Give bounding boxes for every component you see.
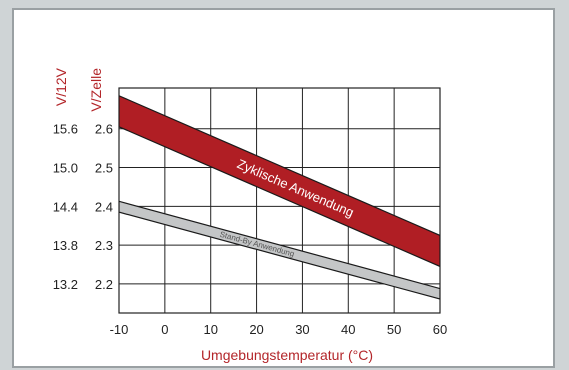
x-tick-label: 50 xyxy=(387,322,401,337)
x-tick-label: 60 xyxy=(433,322,447,337)
y-tick-label-v12: 13.2 xyxy=(53,277,78,292)
x-tick-label: 30 xyxy=(295,322,309,337)
chart-frame: V/12V V/Zelle Umgebungstemperatur (°C) Z… xyxy=(12,8,555,368)
x-tick-label: 40 xyxy=(341,322,355,337)
y-tick-label-v12: 13.8 xyxy=(53,238,78,253)
y-tick-label-cell: 2.3 xyxy=(95,238,113,253)
x-axis-label: Umgebungstemperatur (°C) xyxy=(201,347,373,363)
y-tick-label-cell: 2.6 xyxy=(95,122,113,137)
y-axis-label-cell: V/Zelle xyxy=(88,68,104,112)
plot-border xyxy=(118,87,441,314)
y-tick-label-cell: 2.5 xyxy=(95,161,113,176)
x-tick-label: -10 xyxy=(110,322,129,337)
y-axis-label-v12: V/12V xyxy=(53,67,69,106)
y-tick-label-cell: 2.4 xyxy=(95,199,113,214)
y-tick-label-v12: 14.4 xyxy=(53,199,78,214)
chart: V/12V V/Zelle Umgebungstemperatur (°C) Z… xyxy=(53,67,448,363)
band-standby xyxy=(119,200,440,300)
x-tick-label: 20 xyxy=(249,322,263,337)
y-tick-label-v12: 15.0 xyxy=(53,161,78,176)
x-tick-label: 10 xyxy=(203,322,217,337)
y-tick-label-v12: 15.6 xyxy=(53,122,78,137)
band-label-zyklische: Zyklische Anwendung xyxy=(235,156,356,220)
band-zyklische xyxy=(119,95,440,268)
y-tick-label-cell: 2.2 xyxy=(95,277,113,292)
x-tick-label: 0 xyxy=(161,322,168,337)
